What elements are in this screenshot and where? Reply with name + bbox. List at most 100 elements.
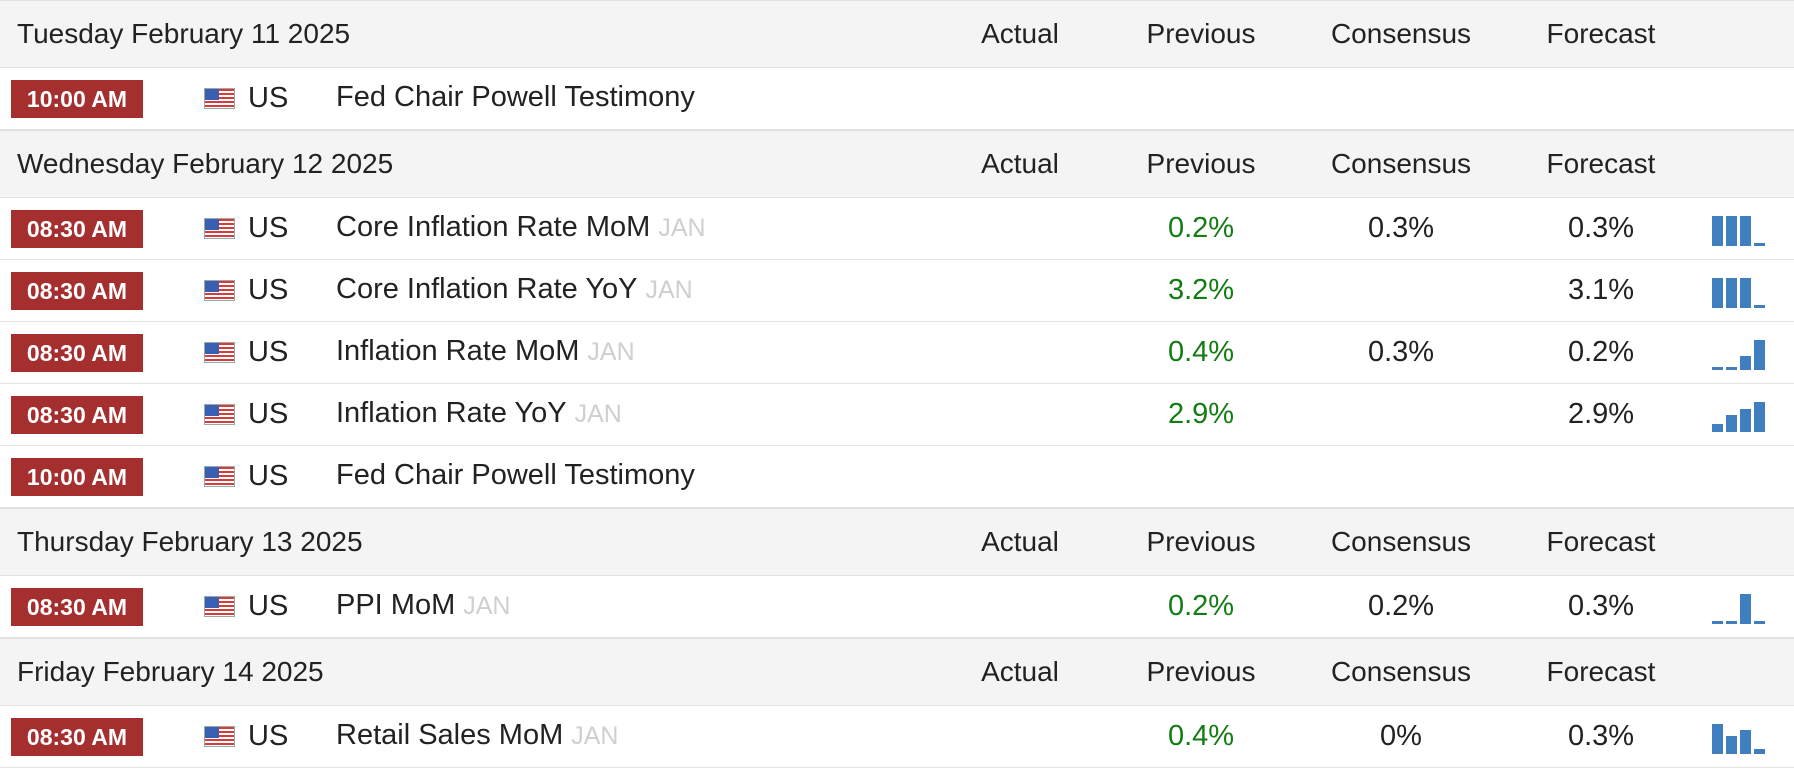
column-header-forecast: Forecast	[1546, 148, 1656, 179]
sparkline-bar	[1726, 367, 1737, 370]
previous-value: 2.9%	[1167, 398, 1235, 430]
country-code: US	[248, 398, 289, 430]
column-header-previous: Previous	[1146, 18, 1256, 49]
time-badge[interactable]: 08:30 AM	[11, 718, 143, 756]
event-row: 08:30 AM US Core Inflation Rate YoY JAN 3.2%…	[0, 260, 1794, 322]
event-link[interactable]: Core Inflation Rate MoM JAN	[336, 211, 706, 244]
column-header-forecast: Forecast	[1546, 526, 1656, 557]
consensus-value: 0.3%	[1367, 212, 1435, 244]
day-header: Wednesday February 12 2025 Actual Previous…	[0, 130, 1794, 198]
day-date: Friday February 14 2025	[17, 656, 324, 687]
day-header: Friday February 14 2025 Actual Previous Con…	[0, 638, 1794, 706]
column-header-consensus: Consensus	[1330, 526, 1472, 557]
event-name: Retail Sales MoM	[336, 719, 564, 751]
time-badge[interactable]: 10:00 AM	[11, 458, 143, 496]
column-header-previous: Previous	[1146, 526, 1256, 557]
time-badge[interactable]: 08:30 AM	[11, 334, 143, 372]
sparkline-chart-icon[interactable]	[1712, 214, 1768, 246]
country-code: US	[248, 212, 289, 244]
country-code: US	[248, 336, 289, 368]
event-name: Core Inflation Rate YoY	[336, 273, 638, 305]
day-date: Wednesday February 12 2025	[17, 148, 394, 179]
sparkline-bar	[1754, 243, 1765, 246]
event-reference: JAN	[645, 276, 693, 304]
event-link[interactable]: Inflation Rate YoY JAN	[336, 397, 622, 430]
sparkline-bar	[1712, 621, 1723, 624]
event-link[interactable]: Fed Chair Powell Testimony	[336, 81, 703, 114]
previous-value: 0.2%	[1167, 212, 1235, 244]
event-row: 08:30 AM US Inflation Rate MoM JAN 0.4% 0.3% 0…	[0, 322, 1794, 384]
time-badge[interactable]: 08:30 AM	[11, 210, 143, 248]
sparkline-chart-icon[interactable]	[1712, 338, 1768, 370]
column-header-consensus: Consensus	[1330, 18, 1472, 49]
country-code: US	[248, 590, 289, 622]
forecast-value: 2.9%	[1567, 398, 1635, 430]
time-badge[interactable]: 08:30 AM	[11, 588, 143, 626]
event-name: Fed Chair Powell Testimony	[336, 459, 695, 491]
sparkline-bar	[1726, 621, 1737, 624]
day-header: Tuesday February 11 2025 Actual Previous Co…	[0, 0, 1794, 68]
forecast-value: 3.1%	[1567, 274, 1635, 306]
country-code: US	[248, 460, 289, 492]
event-reference: JAN	[571, 722, 619, 750]
sparkline-bar	[1726, 736, 1737, 754]
event-row: 08:30 AM US Inflation Rate YoY JAN 2.9% 2.9%	[0, 384, 1794, 446]
consensus-value: 0.2%	[1367, 590, 1435, 622]
us-flag-icon	[204, 404, 235, 425]
country-code: US	[248, 274, 289, 306]
sparkline-bar	[1712, 278, 1723, 308]
event-row: 10:00 AM US Fed Chair Powell Testimony	[0, 446, 1794, 508]
sparkline-bar	[1712, 216, 1723, 246]
event-reference: JAN	[658, 214, 706, 242]
us-flag-icon	[204, 466, 235, 487]
country-code: US	[248, 82, 289, 114]
sparkline-bar	[1712, 367, 1723, 370]
previous-value: 0.4%	[1167, 336, 1235, 368]
us-flag-icon	[204, 596, 235, 617]
sparkline-bar	[1740, 278, 1751, 308]
event-row: 08:30 AM US Core Inflation Rate MoM JAN 0.2%…	[0, 198, 1794, 260]
sparkline-chart-icon[interactable]	[1712, 722, 1768, 754]
event-reference: JAN	[574, 400, 622, 428]
forecast-value: 0.3%	[1567, 720, 1635, 752]
us-flag-icon	[204, 342, 235, 363]
column-header-actual: Actual	[981, 656, 1059, 687]
column-header-actual: Actual	[981, 148, 1059, 179]
event-link[interactable]: Fed Chair Powell Testimony	[336, 459, 703, 492]
forecast-value: 0.3%	[1567, 590, 1635, 622]
consensus-value: 0.3%	[1367, 336, 1435, 368]
event-reference: JAN	[463, 592, 511, 620]
sparkline-bar	[1712, 424, 1723, 432]
event-reference: JAN	[587, 338, 635, 366]
sparkline-bar	[1726, 216, 1737, 246]
sparkline-bar	[1726, 278, 1737, 308]
sparkline-bar	[1754, 305, 1765, 308]
event-name: PPI MoM	[336, 589, 456, 621]
event-link[interactable]: Core Inflation Rate YoY JAN	[336, 273, 693, 306]
sparkline-chart-icon[interactable]	[1712, 400, 1768, 432]
event-link[interactable]: Inflation Rate MoM JAN	[336, 335, 635, 368]
column-header-forecast: Forecast	[1546, 656, 1656, 687]
event-name: Inflation Rate MoM	[336, 335, 580, 367]
sparkline-chart-icon[interactable]	[1712, 276, 1768, 308]
column-header-consensus: Consensus	[1330, 656, 1472, 687]
sparkline-bar	[1740, 594, 1751, 624]
event-link[interactable]: PPI MoM JAN	[336, 589, 510, 622]
day-date: Thursday February 13 2025	[17, 526, 363, 557]
event-link[interactable]: Retail Sales MoM JAN	[336, 719, 618, 752]
forecast-value: 0.2%	[1567, 336, 1635, 368]
event-name: Core Inflation Rate MoM	[336, 211, 651, 243]
time-badge[interactable]: 08:30 AM	[11, 272, 143, 310]
forecast-value: 0.3%	[1567, 212, 1635, 244]
sparkline-bar	[1740, 409, 1751, 432]
us-flag-icon	[204, 726, 235, 747]
column-header-forecast: Forecast	[1546, 18, 1656, 49]
column-header-previous: Previous	[1146, 656, 1256, 687]
sparkline-chart-icon[interactable]	[1712, 592, 1768, 624]
previous-value: 3.2%	[1167, 274, 1235, 306]
sparkline-bar	[1726, 415, 1737, 432]
day-date: Tuesday February 11 2025	[17, 18, 351, 49]
time-badge[interactable]: 08:30 AM	[11, 396, 143, 434]
time-badge[interactable]: 10:00 AM	[11, 80, 143, 118]
